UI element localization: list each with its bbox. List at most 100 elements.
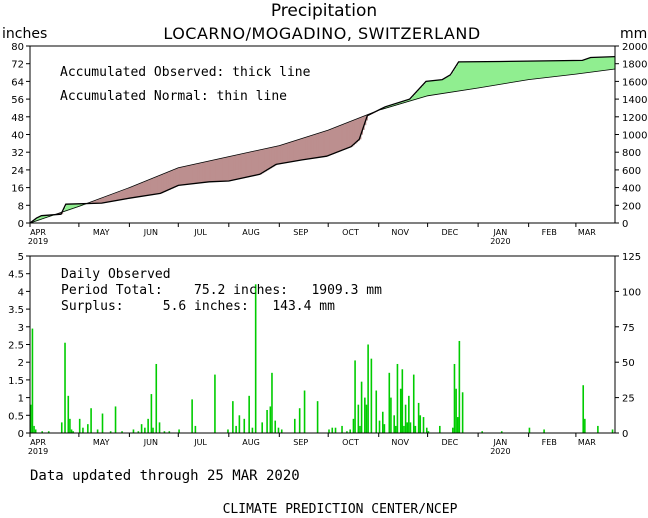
daily-bar (69, 418, 71, 433)
deficit-band (333, 128, 336, 154)
deficit-band (166, 172, 170, 191)
daily-bar (114, 406, 117, 433)
deficit-band (300, 138, 303, 161)
deficit-band (160, 174, 163, 194)
daily-bar (346, 431, 348, 433)
daily-bar (243, 418, 246, 433)
daily-bar (481, 431, 483, 433)
surplus-band (432, 80, 435, 96)
surplus-band (513, 61, 517, 83)
deficit-band (354, 119, 357, 144)
daily-bar (381, 411, 384, 433)
surplus-band (567, 60, 570, 76)
deficit-band (131, 186, 134, 198)
daily-bar (87, 424, 89, 433)
month-label: MAY (93, 438, 110, 447)
surplus-band (562, 60, 566, 76)
deficit-band (269, 147, 272, 169)
daily-bar (452, 427, 454, 433)
deficit-band (148, 179, 152, 196)
daily-bar (155, 363, 158, 433)
deficit-band (150, 178, 153, 195)
daily-bar (96, 429, 99, 433)
deficit-band (292, 141, 295, 162)
month-label: SEP (293, 228, 308, 237)
deficit-band (279, 145, 282, 164)
deficit-band (163, 173, 166, 192)
deficit-band (308, 136, 311, 159)
surplus-band (601, 57, 605, 71)
y-tick-label: 1400 (622, 95, 647, 106)
surplus-band (43, 215, 46, 219)
deficit-band (253, 151, 256, 176)
deficit-band (258, 150, 261, 175)
deficit-band (132, 186, 135, 198)
surplus-band (530, 61, 533, 80)
surplus-band (401, 101, 404, 104)
surplus-band (435, 80, 438, 95)
y-tick-label: 0 (622, 429, 628, 440)
daily-bar (404, 404, 407, 433)
deficit-band (295, 140, 298, 162)
surplus-band (408, 99, 411, 102)
deficit-band (189, 165, 192, 185)
surplus-band (551, 60, 554, 77)
y-tick-label: 64 (11, 77, 24, 88)
daily-bar (412, 374, 415, 433)
lower-y-axis-right: 0 25 50 75 100 125 (615, 252, 641, 440)
daily-bar (367, 344, 369, 433)
upper-y-axis-right: 0 200 400 600 800 1000 1200 1400 1600 1800 2000 (615, 42, 647, 230)
y-tick-label: 0.5 (8, 411, 24, 422)
deficit-band (246, 152, 249, 178)
daily-bar (70, 429, 73, 433)
deficit-band (158, 175, 161, 194)
daily-bar (316, 401, 319, 433)
deficit-band (311, 135, 315, 159)
daily-bar (409, 422, 412, 433)
deficit-band (344, 123, 347, 150)
deficit-band (152, 178, 155, 195)
month-label: NOV (391, 438, 409, 447)
deficit-band (215, 159, 218, 182)
deficit-band (210, 160, 214, 182)
surplus-band (580, 60, 584, 74)
deficit-band (142, 182, 145, 197)
surplus-band (44, 215, 47, 219)
deficit-band (266, 148, 269, 171)
deficit-band (272, 146, 276, 167)
surplus-band (75, 203, 78, 208)
accumulation-lines (29, 55, 616, 224)
year-label-jan: 2020 (490, 447, 510, 456)
daily-bar (274, 420, 277, 433)
y-tick-label: 2000 (622, 42, 647, 53)
month-label: FEB (542, 438, 557, 447)
deficit-band (307, 136, 310, 160)
surplus-band (512, 61, 515, 83)
surplus-band (34, 219, 38, 222)
surplus-band (504, 61, 507, 84)
surplus-band (554, 60, 557, 77)
deficit-band (147, 180, 150, 196)
daily-bar (360, 381, 363, 433)
surplus-band (553, 60, 556, 77)
surplus-band (484, 61, 487, 87)
deficit-band (205, 161, 209, 183)
deficit-band (263, 149, 266, 173)
deficit-band (240, 154, 243, 179)
surplus-band (80, 203, 83, 206)
y-tick-label: 56 (11, 95, 24, 106)
deficit-band (101, 197, 104, 204)
month-label: NOV (391, 228, 409, 237)
deficit-band (352, 120, 355, 146)
deficit-band (103, 197, 106, 203)
y-tick-label: 75 (622, 323, 635, 334)
surplus-band (522, 61, 525, 81)
deficit-band (318, 133, 321, 158)
y-tick-label: 200 (622, 201, 641, 212)
source-credit: CLIMATE PREDICTION CENTER/NCEP (223, 502, 458, 517)
surplus-band (592, 57, 595, 72)
deficit-band (122, 190, 126, 200)
daily-bar (140, 424, 143, 433)
surplus-band (69, 204, 72, 210)
deficit-band (165, 172, 168, 192)
